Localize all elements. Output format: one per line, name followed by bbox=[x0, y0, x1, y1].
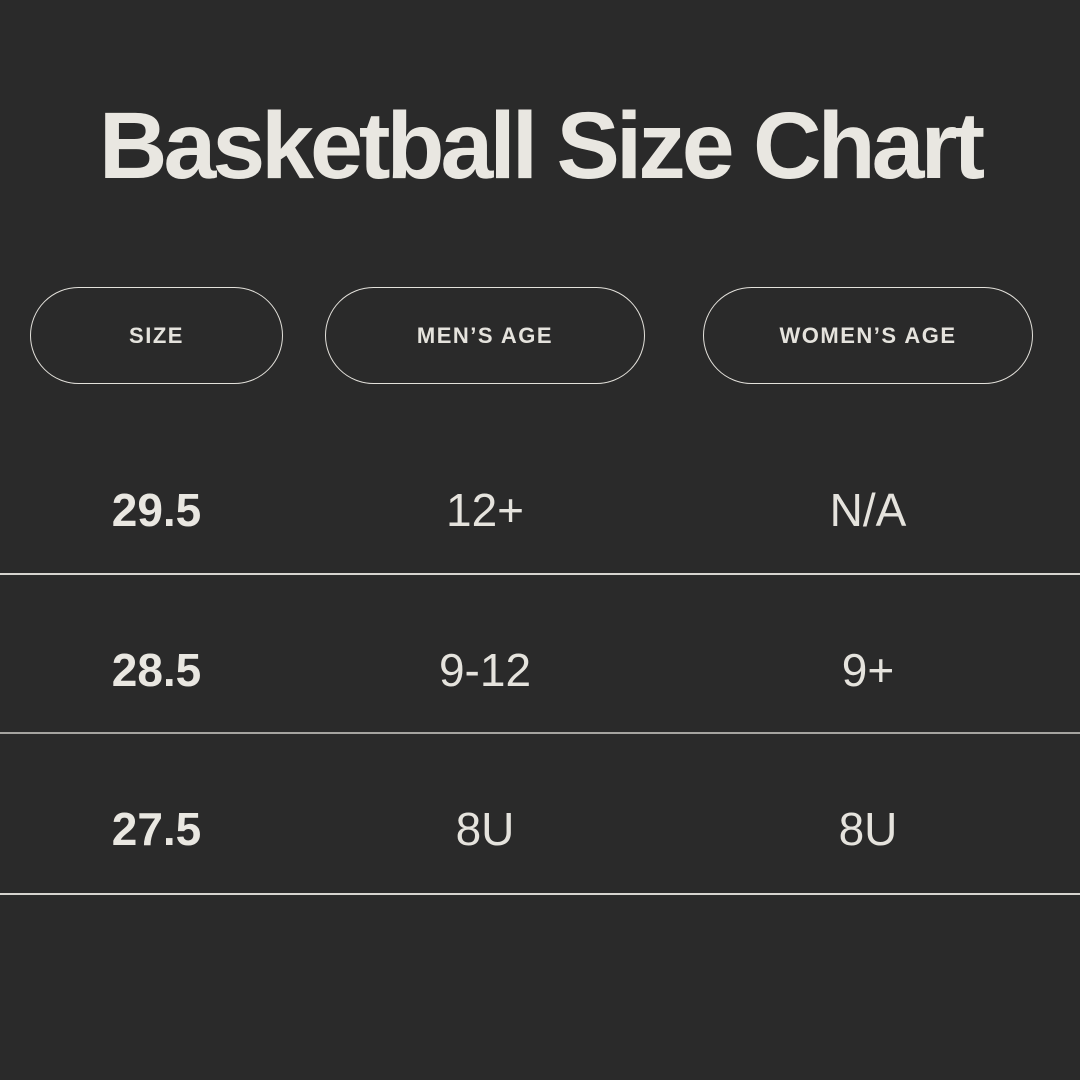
column-header-mens-age-label: MEN’S AGE bbox=[416, 322, 554, 348]
column-pill-mens-age: MEN’S AGE bbox=[325, 287, 645, 384]
column-header-size-label: SIZE bbox=[129, 322, 184, 348]
mens-age-cell: 9-12 bbox=[438, 644, 532, 696]
size-cell: 27.5 bbox=[111, 803, 202, 855]
column-pill-size: SIZE bbox=[30, 287, 283, 384]
mens-age-cell: 8U bbox=[455, 803, 515, 855]
size-table: 29.5 12+ N/A 28.5 9-12 9+ 27.5 8U 8U bbox=[0, 415, 1080, 895]
womens-age-cell: 8U bbox=[838, 803, 898, 855]
page-title: Basketball Size Chart bbox=[98, 93, 985, 199]
womens-age-cell: N/A bbox=[829, 484, 907, 536]
table-header-row: SIZE MEN’S AGE WOMEN’S AGE bbox=[0, 287, 1080, 384]
size-cell: 29.5 bbox=[111, 484, 202, 536]
womens-age-cell: 9+ bbox=[841, 644, 895, 696]
mens-age-cell: 12+ bbox=[445, 484, 525, 536]
table-row: 27.5 8U 8U bbox=[0, 734, 1080, 895]
column-header-womens-age-label: WOMEN’S AGE bbox=[779, 322, 957, 348]
size-cell: 28.5 bbox=[111, 644, 202, 696]
table-row: 29.5 12+ N/A bbox=[0, 415, 1080, 575]
column-pill-womens-age: WOMEN’S AGE bbox=[703, 287, 1033, 384]
table-row: 28.5 9-12 9+ bbox=[0, 575, 1080, 734]
